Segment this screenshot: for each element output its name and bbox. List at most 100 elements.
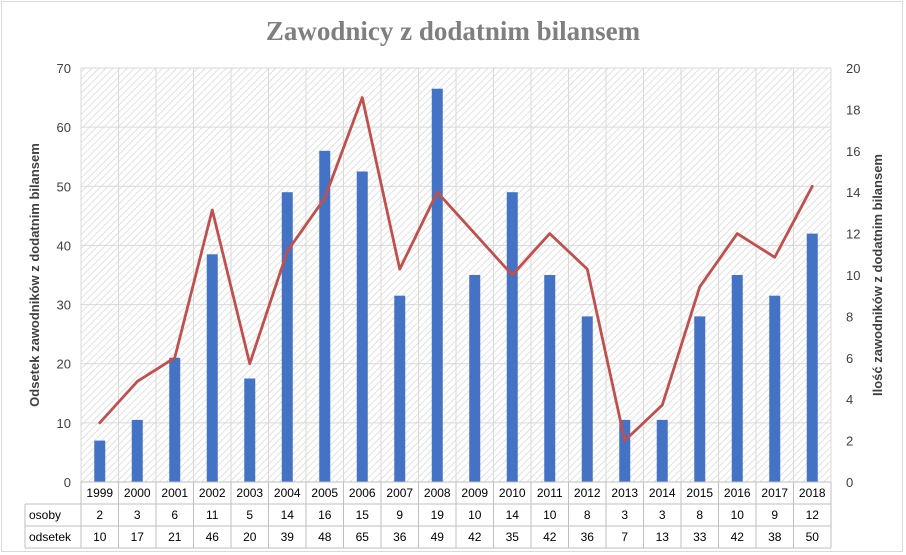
- table-row-label: odsetek: [29, 530, 72, 544]
- table-cell: 10: [543, 508, 557, 522]
- table-cell: 21: [168, 530, 182, 544]
- right-tick-label: 20: [846, 61, 860, 76]
- table-cell: 11: [206, 508, 219, 522]
- bar: [131, 419, 143, 482]
- bar: [506, 192, 518, 482]
- left-tick-label: 50: [57, 179, 71, 194]
- line-series-odsetek: [98, 96, 814, 443]
- table-cell: 5: [246, 508, 253, 522]
- table-cell: 42: [731, 530, 745, 544]
- table-cell: 19: [431, 508, 445, 522]
- bar: [206, 254, 218, 482]
- table-cell: 2: [96, 508, 103, 522]
- right-tick-label: 2: [846, 434, 853, 449]
- category-label: 2012: [574, 486, 601, 500]
- table-cell: 3: [134, 508, 141, 522]
- right-axis-ticks: 0 2 4 6 8 10 12 14 16 18 20: [846, 61, 860, 490]
- bar: [394, 295, 406, 482]
- right-tick-label: 8: [846, 309, 853, 324]
- table-cell: 6: [171, 508, 178, 522]
- category-label: 2013: [611, 486, 638, 500]
- category-label: 2017: [761, 486, 788, 500]
- category-label: 2000: [124, 486, 151, 500]
- table-cell: 10: [93, 530, 107, 544]
- left-tick-label: 60: [57, 120, 71, 135]
- category-label: 2014: [649, 486, 676, 500]
- category-label: 2001: [161, 486, 188, 500]
- table-cell: 20: [243, 530, 257, 544]
- bar: [244, 378, 256, 482]
- category-label: 2004: [274, 486, 301, 500]
- left-axis-ticks: 0 10 20 30 40 50 60 70: [57, 61, 71, 490]
- left-axis-title: Odsetek zawodników z dodatnim bilansem: [27, 143, 42, 407]
- table-cell: 39: [281, 530, 295, 544]
- category-label: 2010: [499, 486, 526, 500]
- right-tick-label: 0: [846, 475, 853, 490]
- category-label: 2002: [199, 486, 226, 500]
- category-label: 2005: [311, 486, 338, 500]
- bar: [94, 440, 106, 482]
- table-cell: 3: [621, 508, 628, 522]
- right-tick-label: 12: [846, 227, 860, 242]
- bar: [469, 275, 481, 482]
- left-tick-label: 30: [57, 298, 71, 313]
- table-cell: 13: [656, 530, 670, 544]
- category-label: 2007: [386, 486, 413, 500]
- bar: [356, 171, 368, 482]
- table-cell: 65: [356, 530, 370, 544]
- table-cell: 46: [206, 530, 220, 544]
- left-tick-label: 10: [57, 416, 71, 431]
- left-tick-label: 20: [57, 357, 71, 372]
- data-table: 1999 2000 2001 2002 2003 2004 2005 2006 2007 2008…: [24, 481, 832, 549]
- right-tick-label: 14: [846, 185, 860, 200]
- left-tick-label: 70: [57, 61, 71, 76]
- right-tick-label: 6: [846, 351, 853, 366]
- left-tick-label: 40: [57, 238, 71, 253]
- left-tick-label: 0: [64, 475, 71, 490]
- right-axis-title: Ilość zawodników z dodatnim bilansem: [870, 154, 885, 396]
- bar: [694, 316, 706, 482]
- table-cell: 15: [356, 508, 370, 522]
- table-cell: 42: [468, 530, 482, 544]
- bar-series-osoby: [94, 88, 818, 483]
- table-cell: 9: [396, 508, 403, 522]
- table-cell: 35: [506, 530, 520, 544]
- category-label: 2003: [236, 486, 263, 500]
- category-label: 2008: [424, 486, 451, 500]
- right-tick-label: 10: [846, 268, 860, 283]
- bar: [281, 192, 293, 482]
- category-label: 2006: [349, 486, 376, 500]
- table-cell: 48: [318, 530, 332, 544]
- line-path: [98, 96, 814, 443]
- right-tick-label: 4: [846, 392, 853, 407]
- table-cell: 17: [131, 530, 145, 544]
- table-cell: 8: [696, 508, 703, 522]
- right-tick-label: 18: [846, 102, 860, 117]
- category-label: 2016: [724, 486, 751, 500]
- bar: [806, 233, 818, 482]
- bar: [769, 295, 781, 482]
- bar: [581, 316, 593, 482]
- table-cell: 42: [543, 530, 557, 544]
- table-cell: 50: [806, 530, 820, 544]
- table-cell: 38: [768, 530, 782, 544]
- bar: [319, 150, 331, 483]
- table-cell: 36: [393, 530, 407, 544]
- bar: [656, 419, 668, 482]
- bar: [731, 275, 743, 482]
- table-cell: 14: [506, 508, 520, 522]
- table-cell: 49: [431, 530, 445, 544]
- table-cell: 8: [584, 508, 591, 522]
- bar: [431, 88, 443, 482]
- table-cell: 12: [806, 508, 820, 522]
- gridlines: [80, 67, 832, 483]
- category-label: 2009: [461, 486, 488, 500]
- bar: [619, 419, 631, 482]
- table-cell: 9: [771, 508, 778, 522]
- category-label: 1999: [86, 486, 113, 500]
- table-row-label: osoby: [29, 508, 61, 522]
- table-cell: 14: [281, 508, 295, 522]
- category-label: 2015: [686, 486, 713, 500]
